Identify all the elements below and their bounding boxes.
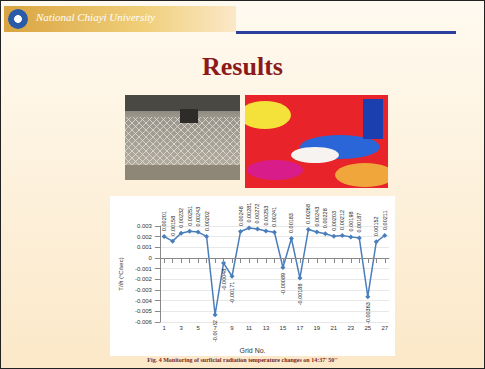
svg-text:9: 9 (230, 325, 234, 331)
svg-text:11: 11 (246, 325, 253, 331)
svg-text:15: 15 (280, 325, 287, 331)
svg-text:13: 13 (263, 325, 270, 331)
svg-text:21: 21 (331, 325, 338, 331)
svg-text:-0.00363: -0.00363 (365, 302, 371, 324)
svg-text:Grid No.: Grid No. (239, 347, 265, 354)
svg-text:0.00202: 0.00202 (204, 211, 210, 231)
svg-text:0.00243: 0.00243 (195, 207, 201, 227)
svg-text:0.001: 0.001 (137, 244, 153, 250)
svg-text:0.00241: 0.00241 (271, 207, 277, 227)
svg-text:0.00243: 0.00243 (314, 207, 320, 227)
svg-text:-0.003: -0.003 (135, 287, 153, 293)
html-text:Results: Results (202, 52, 283, 81)
svg-text:0.00211: 0.00211 (382, 211, 388, 230)
svg-text:25: 25 (364, 325, 371, 331)
svg-text:19: 19 (314, 325, 321, 331)
svg-text:0.00212: 0.00212 (339, 210, 345, 230)
svg-text:0.00251: 0.00251 (187, 206, 193, 226)
svg-text:-0.005: -0.005 (135, 308, 153, 314)
svg-text:5: 5 (196, 325, 200, 331)
svg-text:0.002: 0.002 (137, 234, 153, 240)
svg-text:-0.00188: -0.00188 (297, 284, 303, 306)
svg-text:0.00272: 0.00272 (254, 204, 260, 224)
svg-text:-0.00171: -0.00171 (229, 282, 235, 304)
svg-text:1: 1 (162, 325, 166, 331)
svg-text:-0.006: -0.006 (135, 319, 153, 325)
svg-text:-0.001: -0.001 (135, 266, 153, 272)
svg-text:0.00248: 0.00248 (238, 206, 244, 226)
svg-text:7: 7 (213, 325, 217, 331)
svg-text:0.00183: 0.00183 (288, 213, 294, 233)
svg-text:0.00203: 0.00203 (331, 211, 337, 231)
svg-text:T/∂t (°C/sec): T/∂t (°C/sec) (118, 257, 124, 290)
svg-text:23: 23 (347, 325, 354, 331)
svg-text:-0.00089: -0.00089 (280, 273, 286, 295)
html-text:Fig. 4 Monitoring of surficial: Fig. 4 Monitoring of surficial radiation… (147, 357, 338, 363)
svg-text:0.00253: 0.00253 (263, 206, 269, 226)
html-text:National Chiayi University: National Chiayi University (36, 11, 156, 23)
svg-text:0.00198: 0.00198 (348, 211, 354, 231)
svg-text:0.00187: 0.00187 (356, 213, 362, 233)
svg-text:0.00158: 0.00158 (170, 216, 176, 236)
svg-text:0.00268: 0.00268 (305, 204, 311, 224)
svg-text:17: 17 (297, 325, 304, 331)
svg-text:0: 0 (149, 255, 153, 261)
svg-text:27: 27 (381, 325, 388, 331)
svg-text:-0.002: -0.002 (135, 276, 153, 282)
svg-text:0.00201: 0.00201 (161, 211, 167, 231)
svg-text:3: 3 (179, 325, 183, 331)
svg-text:0.00228: 0.00228 (322, 208, 328, 228)
svg-text:0.00152: 0.00152 (373, 216, 379, 236)
svg-text:0.00232: 0.00232 (178, 208, 184, 228)
svg-text:0.003: 0.003 (137, 223, 153, 229)
svg-text:-0.00532: -0.00532 (212, 320, 218, 342)
svg-text:0.00281: 0.00281 (246, 203, 252, 223)
svg-text:-0.00048: -0.00048 (221, 269, 227, 291)
svg-text:-0.004: -0.004 (135, 298, 153, 304)
